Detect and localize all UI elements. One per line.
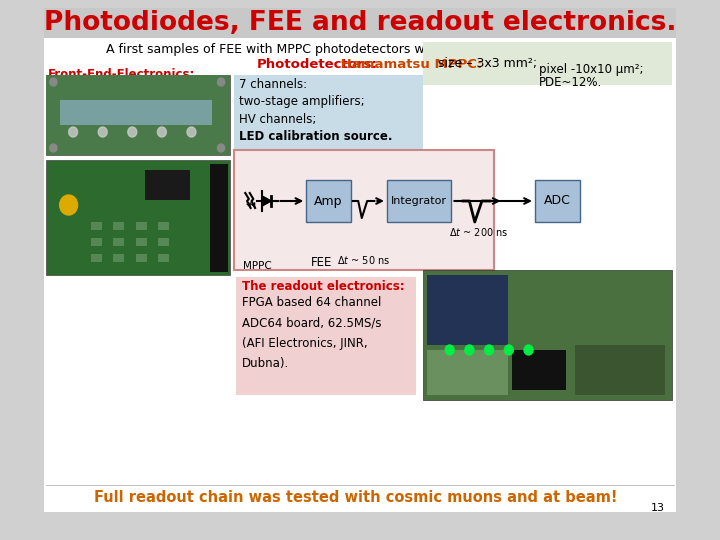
Circle shape — [158, 127, 166, 137]
Text: $\Delta t$ ~ 200 ns: $\Delta t$ ~ 200 ns — [449, 226, 508, 238]
Bar — [46, 160, 230, 275]
Circle shape — [524, 345, 533, 355]
Text: Front-End-Electronics:: Front-End-Electronics: — [48, 68, 195, 80]
Bar — [427, 350, 508, 395]
Bar — [158, 238, 169, 246]
Text: Photodetectors:: Photodetectors: — [257, 57, 378, 71]
Circle shape — [504, 345, 513, 355]
Bar — [91, 238, 102, 246]
Text: FPGA based 64 channel: FPGA based 64 channel — [242, 296, 381, 309]
Bar — [236, 277, 415, 395]
Text: Dubna).: Dubna). — [242, 356, 289, 369]
Text: size – 3x3 mm²;: size – 3x3 mm²; — [434, 57, 538, 71]
Text: Photodiodes, FEE and readout electronics.: Photodiodes, FEE and readout electronics… — [44, 10, 676, 36]
Circle shape — [68, 127, 78, 137]
Bar — [158, 222, 169, 230]
Bar — [423, 42, 672, 85]
Bar — [210, 164, 228, 272]
Bar — [60, 100, 212, 125]
Bar — [575, 345, 665, 395]
Bar — [114, 254, 125, 262]
Circle shape — [98, 127, 107, 137]
Text: pixel -10x10 μm²;: pixel -10x10 μm²; — [539, 64, 644, 77]
Bar — [306, 180, 351, 222]
Text: two-stage amplifiers;: two-stage amplifiers; — [239, 96, 364, 109]
Bar — [427, 275, 508, 345]
Text: Full readout chain was tested with cosmic muons and at beam!: Full readout chain was tested with cosmi… — [94, 490, 617, 505]
Text: ADC64 board, 62.5MS/s: ADC64 board, 62.5MS/s — [242, 316, 381, 329]
Text: $\Delta t$ ~ 50 ns: $\Delta t$ ~ 50 ns — [337, 254, 390, 266]
Circle shape — [217, 144, 225, 152]
Circle shape — [50, 78, 57, 86]
Bar — [45, 8, 675, 38]
Bar — [158, 254, 169, 262]
Circle shape — [50, 144, 57, 152]
Text: PDE~12%.: PDE~12%. — [539, 76, 603, 89]
Bar — [145, 170, 189, 200]
Text: FEE: FEE — [311, 256, 332, 269]
Text: 7 channels:: 7 channels: — [239, 78, 307, 91]
Bar — [423, 270, 672, 400]
Text: 13: 13 — [651, 503, 665, 513]
Text: Amp: Amp — [315, 194, 343, 207]
Bar — [46, 75, 230, 155]
Circle shape — [465, 345, 474, 355]
Bar — [114, 238, 125, 246]
Bar — [136, 254, 147, 262]
Bar — [136, 222, 147, 230]
Text: MPPC: MPPC — [243, 261, 271, 271]
Bar — [535, 180, 580, 222]
Text: Hamamatsu MPPC:: Hamamatsu MPPC: — [336, 57, 482, 71]
Bar — [91, 254, 102, 262]
Circle shape — [187, 127, 196, 137]
Text: ADC: ADC — [544, 194, 571, 207]
Circle shape — [60, 195, 78, 215]
Circle shape — [445, 345, 454, 355]
Bar — [46, 75, 230, 155]
Bar — [91, 222, 102, 230]
Bar — [387, 180, 451, 222]
Bar — [235, 75, 423, 150]
Circle shape — [127, 127, 137, 137]
Circle shape — [485, 345, 494, 355]
Text: Integrator: Integrator — [391, 196, 447, 206]
Polygon shape — [262, 196, 271, 206]
Text: HV channels;: HV channels; — [239, 112, 316, 125]
Bar — [136, 238, 147, 246]
Circle shape — [217, 78, 225, 86]
Text: The readout electronics:: The readout electronics: — [242, 280, 405, 293]
Bar — [235, 150, 495, 270]
Text: (AFI Electronics, JINR,: (AFI Electronics, JINR, — [242, 336, 367, 349]
Bar — [114, 222, 125, 230]
Text: A first samples of FEE with MPPC photodetectors were developed  and produced.: A first samples of FEE with MPPC photode… — [107, 44, 613, 57]
Text: LED calibration source.: LED calibration source. — [239, 130, 392, 143]
Bar — [513, 350, 566, 390]
